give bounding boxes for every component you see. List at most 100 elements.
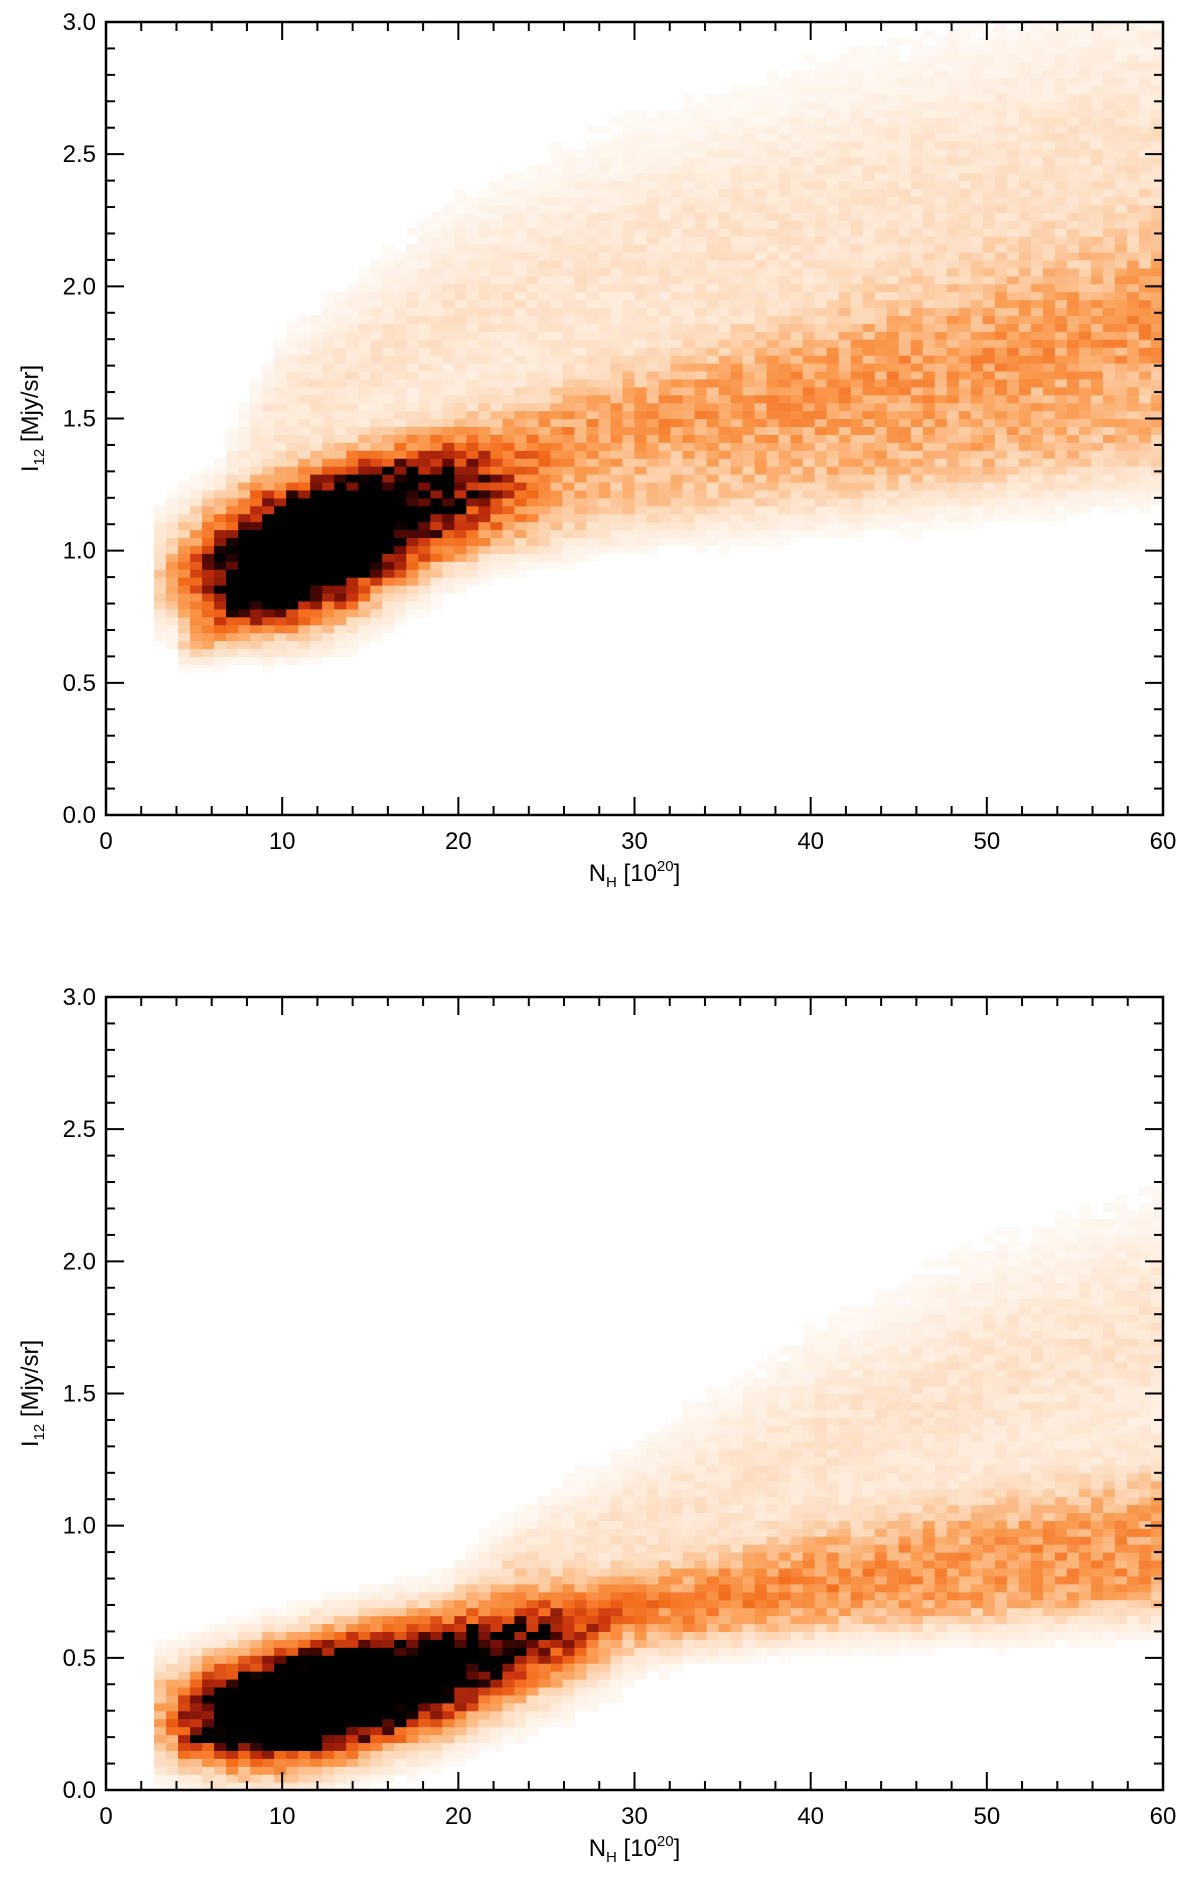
heatmap-cell — [406, 442, 419, 451]
heatmap-cell — [166, 1655, 179, 1664]
heatmap-cell — [262, 1774, 275, 1783]
heatmap-cell — [274, 1663, 287, 1672]
heatmap-cell — [418, 521, 431, 531]
heatmap-cell — [754, 259, 768, 269]
heatmap-cell — [922, 259, 936, 269]
heatmap-cell — [226, 1726, 239, 1736]
heatmap-cell — [1102, 410, 1116, 420]
heatmap-cell — [970, 355, 984, 364]
heatmap-cell — [1102, 212, 1116, 221]
heatmap-cell — [406, 569, 419, 578]
heatmap-cell — [466, 481, 479, 491]
heatmap-cell — [1030, 307, 1044, 317]
heatmap-cell — [922, 45, 936, 55]
heatmap-cell — [514, 172, 527, 182]
heatmap-cell — [1114, 315, 1128, 324]
heatmap-cell — [298, 1702, 311, 1712]
heatmap-cell — [682, 466, 696, 475]
heatmap-cell — [214, 640, 227, 650]
heatmap-cell — [538, 513, 552, 523]
heatmap-cell — [670, 474, 684, 483]
heatmap-cell — [1066, 442, 1080, 451]
heatmap-cell — [262, 529, 275, 539]
heatmap-cell — [538, 355, 552, 364]
heatmap-cell — [646, 386, 660, 396]
heatmap-cell — [466, 251, 479, 261]
heatmap-cell — [850, 53, 864, 63]
heatmap-cell — [886, 355, 900, 364]
heatmap-cell — [886, 521, 900, 531]
heatmap-cell — [694, 133, 708, 142]
heatmap-cell — [154, 1718, 167, 1728]
heatmap-cell — [1030, 93, 1044, 102]
heatmap-cell — [1126, 148, 1140, 158]
heatmap-cell — [382, 1774, 395, 1783]
heatmap-cell — [202, 592, 215, 602]
heatmap-cell — [490, 315, 503, 324]
heatmap-cell — [838, 204, 852, 213]
heatmap-cell — [874, 244, 888, 253]
heatmap-cell — [838, 212, 852, 221]
heatmap-cell — [718, 204, 732, 213]
heatmap-cell — [1054, 466, 1068, 475]
heatmap-cell — [358, 1782, 371, 1791]
heatmap-cell — [1030, 505, 1044, 515]
heatmap-cell — [394, 434, 407, 443]
heatmap-cell — [562, 331, 576, 340]
heatmap-cell — [490, 434, 503, 443]
heatmap-cell — [538, 267, 552, 277]
heatmap-cell — [298, 339, 311, 348]
heatmap-cell — [670, 140, 684, 150]
heatmap-cell — [382, 481, 395, 491]
heatmap-cell — [1006, 474, 1020, 483]
heatmap-cell — [226, 1702, 239, 1712]
heatmap-cell — [766, 474, 780, 483]
heatmap-cell — [1006, 196, 1020, 205]
heatmap-cell — [526, 545, 540, 554]
heatmap-cell — [886, 275, 900, 285]
heatmap-cell — [586, 450, 600, 459]
heatmap-cell — [934, 450, 948, 459]
heatmap-cell — [178, 569, 191, 578]
heatmap-cell — [946, 378, 960, 388]
heatmap-cell — [538, 410, 552, 420]
heatmap-cell — [466, 283, 479, 293]
heatmap-cell — [634, 259, 648, 269]
heatmap-cell — [994, 172, 1008, 182]
heatmap-cell — [802, 466, 816, 475]
heatmap-cell — [1090, 378, 1104, 388]
heatmap-cell — [898, 156, 912, 166]
heatmap-cell — [610, 299, 624, 309]
heatmap-cell — [682, 101, 696, 110]
heatmap-cell — [1138, 125, 1152, 134]
heatmap-cell — [634, 307, 648, 317]
heatmap-cell — [334, 1686, 347, 1696]
heatmap-cell — [418, 355, 431, 364]
heatmap-cell — [286, 1750, 299, 1759]
heatmap-cell — [358, 1655, 371, 1664]
heatmap-cell — [982, 220, 996, 229]
heatmap-cell — [826, 251, 840, 261]
heatmap-cell — [874, 402, 888, 412]
heatmap-cell — [190, 624, 203, 634]
heatmap-cell — [1126, 204, 1140, 213]
heatmap-cell — [1114, 497, 1128, 507]
heatmap-cell — [1126, 315, 1140, 324]
heatmap-cell — [1150, 450, 1164, 459]
heatmap-cell — [250, 1686, 263, 1696]
heatmap-cell — [550, 307, 564, 317]
heatmap-cell — [250, 1639, 263, 1648]
heatmap-cell — [490, 347, 503, 356]
heatmap-cell — [982, 347, 996, 356]
heatmap-cell — [1078, 458, 1092, 467]
heatmap-cell — [634, 521, 648, 531]
heatmap-cell — [934, 117, 948, 126]
heatmap-cell — [1078, 339, 1092, 348]
heatmap-cell — [562, 236, 576, 245]
heatmap-cell — [562, 275, 576, 285]
heatmap-cell — [214, 489, 227, 499]
heatmap-cell — [646, 323, 660, 332]
heatmap-cell — [1138, 267, 1152, 277]
heatmap-cell — [190, 489, 203, 499]
heatmap-cell — [862, 93, 876, 102]
